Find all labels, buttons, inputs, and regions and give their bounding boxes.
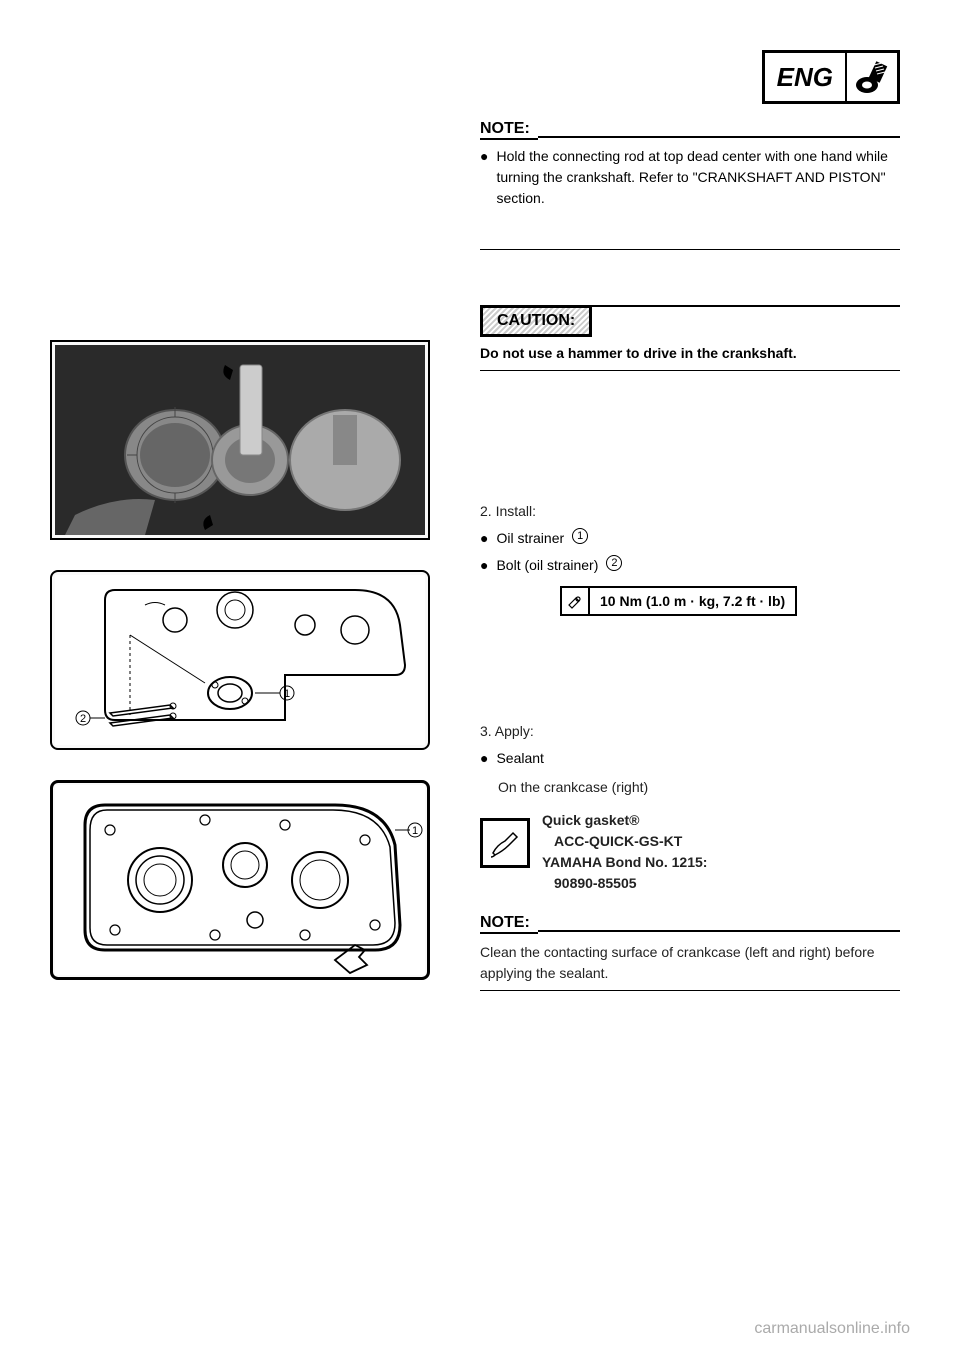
sealant-product-row: Quick gasket® ACC-QUICK-GS-KT YAMAHA Bon… <box>480 806 900 894</box>
note-rule <box>538 930 900 932</box>
figure-crankshaft-photo <box>50 340 430 540</box>
torque-icon <box>562 588 590 614</box>
note-label: NOTE: <box>480 120 538 140</box>
right-column: NOTE: ● Hold the connecting rod at top d… <box>480 120 900 991</box>
watermark: carmanualsonline.info <box>754 1320 910 1338</box>
bolt-strainer-label: Bolt (oil strainer) <box>496 555 598 576</box>
caution-heading-row: CAUTION: <box>480 275 900 337</box>
note2-label: NOTE: <box>480 914 538 934</box>
eng-label: ENG <box>765 53 847 101</box>
note1-body: ● Hold the connecting rod at top dead ce… <box>480 146 900 209</box>
sealant-label: Sealant <box>496 748 543 769</box>
reference-2: 2 <box>606 555 622 571</box>
sealant-code: ACC-QUICK-GS-KT <box>554 831 707 852</box>
caution-text: Do not use a hammer to drive in the cran… <box>480 343 900 364</box>
bond-code: 90890-85505 <box>554 873 707 894</box>
oil-strainer-label: Oil strainer <box>496 528 564 549</box>
sealant-row: ● Sealant <box>480 748 900 769</box>
bullet-icon: ● <box>480 146 488 209</box>
sealant-product: Quick gasket® <box>542 810 707 831</box>
caution-rule <box>592 305 900 307</box>
svg-text:1: 1 <box>284 688 290 700</box>
note2-text: Clean the contacting surface of crankcas… <box>480 942 900 984</box>
bullet-icon: ● <box>480 555 488 576</box>
sealant-target: On the crankcase (right) <box>498 777 900 798</box>
torque-value: 10 Nm (1.0 m · kg, 7.2 ft · lb) <box>590 590 795 612</box>
sealant-product-text: Quick gasket® ACC-QUICK-GS-KT YAMAHA Bon… <box>542 806 707 894</box>
left-column: 1 2 <box>50 340 470 1010</box>
caution-label: CAUTION: <box>480 305 592 337</box>
note-rule <box>538 136 900 138</box>
bullet-icon: ● <box>480 528 488 549</box>
note2-heading-row: NOTE: <box>480 914 900 934</box>
svg-text:1: 1 <box>412 825 418 837</box>
step-install-row: 2. Install: <box>480 501 900 522</box>
divider <box>480 370 900 371</box>
step-number: 3. <box>480 723 495 739</box>
reference-1: 1 <box>572 528 588 544</box>
step-apply-row: 3. Apply: <box>480 721 900 742</box>
engine-icon <box>847 53 897 101</box>
install-block: 2. Install: ● Oil strainer 1 ● Bolt (oil… <box>480 501 900 616</box>
sealant-icon <box>480 818 530 868</box>
torque-spec-box: 10 Nm (1.0 m · kg, 7.2 ft · lb) <box>560 586 797 616</box>
yamaha-bond: YAMAHA Bond No. 1215: <box>542 852 707 873</box>
bullet-icon: ● <box>480 748 488 769</box>
divider <box>480 249 900 250</box>
step-number: 2. <box>480 503 496 519</box>
oil-strainer-row: ● Oil strainer 1 <box>480 528 900 549</box>
divider <box>480 990 900 991</box>
apply-block: 3. Apply: ● Sealant On the crankcase (ri… <box>480 721 900 894</box>
svg-text:2: 2 <box>80 713 86 725</box>
note-heading-row: NOTE: <box>480 120 900 140</box>
bolt-strainer-row: ● Bolt (oil strainer) 2 <box>480 555 900 576</box>
header-eng-box: ENG <box>762 50 900 104</box>
step-install-label: Install: <box>496 503 536 519</box>
figure-crankcase-sealant: 1 <box>50 780 430 980</box>
figure-oil-strainer: 1 2 <box>50 570 430 750</box>
step-apply-label: Apply: <box>495 723 534 739</box>
note1-text: Hold the connecting rod at top dead cent… <box>496 146 900 209</box>
